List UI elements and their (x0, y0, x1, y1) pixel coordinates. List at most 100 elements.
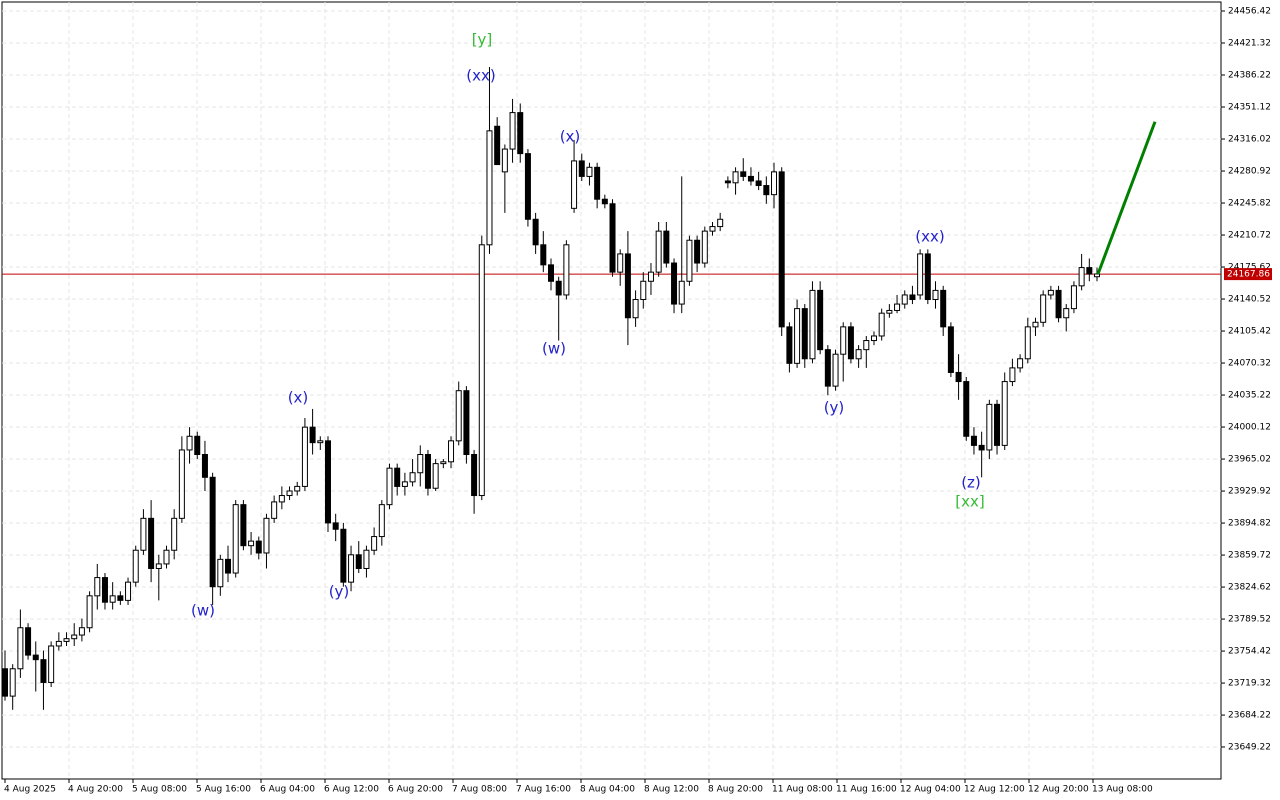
candle-body (178, 449, 185, 519)
candle-body (286, 490, 293, 497)
candle-body (740, 171, 747, 177)
candle-body (947, 326, 954, 373)
candle-body (878, 312, 885, 337)
candle-body (555, 280, 562, 296)
y-tick-label: 24000.12 (1228, 423, 1271, 433)
x-tick-label: 12 Aug 12:00 (964, 785, 1025, 795)
candle-body (324, 440, 331, 524)
y-tick-label: 24280.92 (1228, 167, 1271, 177)
candle-body (309, 426, 316, 444)
candle-body (278, 495, 285, 503)
candle-body (209, 476, 216, 588)
candle-body (463, 390, 470, 456)
candle-body (901, 294, 908, 305)
candle-body (94, 577, 101, 597)
y-tick-label: 23684.22 (1228, 711, 1271, 721)
candle-body (255, 540, 262, 554)
candle-body (655, 230, 662, 273)
wave-label: (x) (288, 389, 309, 407)
wave-label: [xx] (955, 493, 984, 511)
candle-body (886, 309, 893, 314)
candle-body (917, 253, 924, 296)
wave-label: (y) (329, 583, 350, 601)
x-tick-label: 12 Aug 04:00 (900, 785, 961, 795)
candle-body (978, 444, 985, 451)
candle-body (763, 185, 770, 196)
candle-body (494, 125, 501, 166)
candle-body (571, 160, 578, 209)
x-tick-label: 11 Aug 16:00 (836, 785, 897, 795)
y-tick-label: 24316.02 (1228, 135, 1271, 145)
candle-body (1009, 367, 1016, 383)
candle-body (517, 112, 524, 155)
wave-label: (x) (560, 128, 581, 146)
candle-body (63, 638, 70, 642)
x-tick-label: 8 Aug 20:00 (708, 785, 763, 795)
candle-body (478, 244, 485, 497)
candle-body (355, 554, 362, 569)
candle-body (9, 668, 16, 697)
candle-body (32, 654, 39, 661)
wave-label: (y) (824, 399, 845, 417)
x-tick-label: 6 Aug 12:00 (324, 785, 379, 795)
x-tick-label: 7 Aug 16:00 (516, 785, 571, 795)
candle-body (1055, 289, 1062, 319)
candle-body (501, 148, 508, 173)
x-tick-label: 8 Aug 04:00 (580, 785, 635, 795)
candle-body (140, 517, 147, 551)
candle-body (824, 349, 831, 387)
candle-body (632, 299, 639, 319)
y-tick-label: 24456.42 (1228, 7, 1271, 17)
candle-body (724, 180, 731, 184)
candle-body (540, 244, 547, 266)
candle-body (863, 340, 870, 351)
candle-body (232, 504, 239, 574)
y-tick-label: 23894.82 (1228, 519, 1271, 529)
candle-body (155, 563, 162, 569)
y-tick-label: 24175.62 (1228, 263, 1271, 273)
candle-body (870, 335, 877, 342)
candle-body (417, 454, 424, 474)
candle-body (1032, 321, 1039, 328)
wave-label: (w) (191, 602, 215, 620)
candle-body (755, 180, 762, 187)
wave-label: [y] (472, 31, 493, 49)
candle-body (78, 627, 85, 636)
candle-body (955, 371, 962, 383)
candle-body (1040, 294, 1047, 323)
x-tick-label: 12 Aug 20:00 (1028, 785, 1089, 795)
candle-body (801, 308, 808, 360)
candle-body (840, 326, 847, 355)
candle-body (640, 280, 647, 301)
candle-body (671, 262, 678, 305)
candle-body (594, 166, 601, 200)
candle-body (455, 390, 462, 442)
candle-body (317, 440, 324, 444)
candle-body (701, 230, 708, 264)
y-tick-label: 24245.82 (1228, 199, 1271, 209)
y-tick-label: 24210.72 (1228, 231, 1271, 241)
y-tick-label: 23754.42 (1228, 647, 1271, 657)
candle-body (809, 289, 816, 360)
candle-body (471, 454, 478, 497)
candle-body (101, 577, 108, 603)
candle-body (148, 517, 155, 569)
candle-body (994, 403, 1001, 446)
candle-body (132, 549, 139, 583)
candle-body (678, 280, 685, 305)
candle-body (717, 218, 724, 228)
plot-frame (1, 1, 1222, 780)
wave-label: (z) (961, 474, 981, 492)
candle-body (932, 289, 939, 301)
candle-body (71, 634, 78, 640)
candle-body (578, 160, 585, 177)
candle-body (963, 381, 970, 437)
candle-body (2, 668, 8, 697)
y-tick-label: 24105.42 (1228, 327, 1271, 337)
candle-body (832, 353, 839, 387)
wave-label: (w) (542, 340, 566, 358)
candle-body (348, 554, 355, 583)
candle-body (586, 166, 593, 177)
candle-body (794, 308, 801, 364)
candle-body (109, 595, 116, 603)
